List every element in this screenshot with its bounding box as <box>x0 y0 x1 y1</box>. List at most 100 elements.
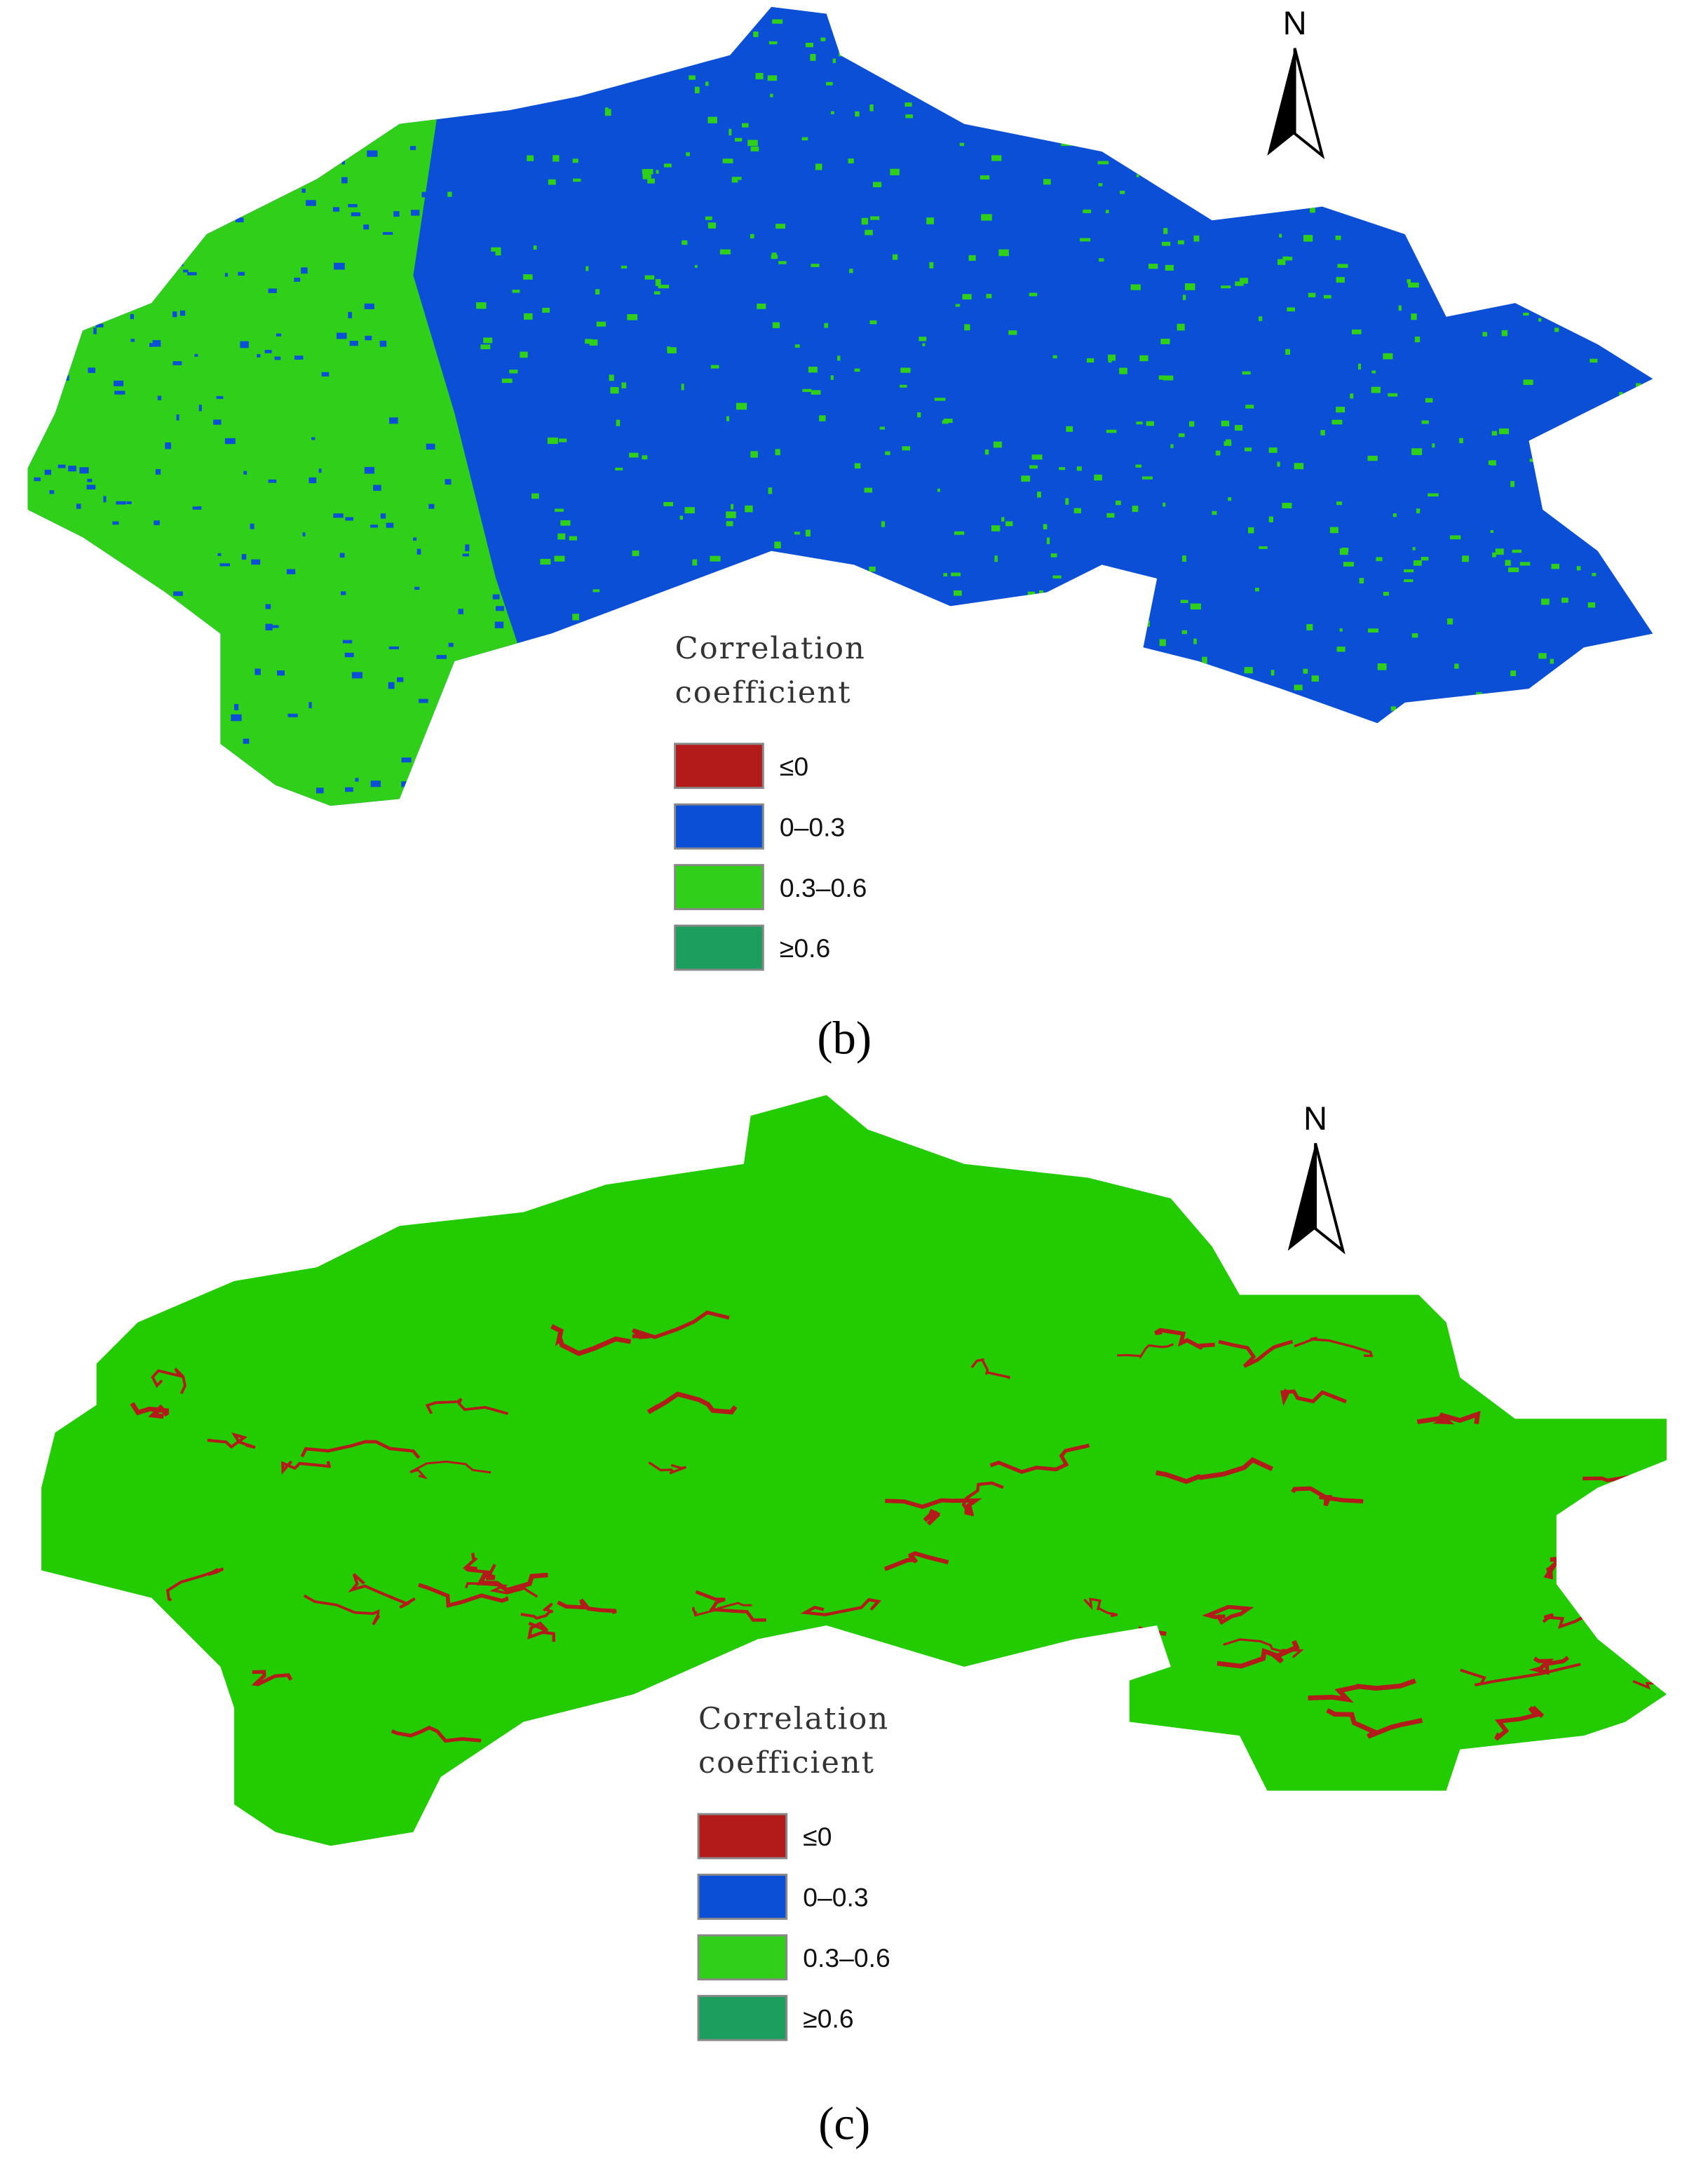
texture <box>694 86 700 94</box>
texture <box>540 559 551 565</box>
texture <box>926 99 936 104</box>
texture <box>1188 421 1195 427</box>
texture <box>892 254 898 260</box>
texture <box>1538 318 1542 322</box>
texture <box>1619 392 1623 398</box>
texture <box>38 640 48 646</box>
legend-label: 0–0.3 <box>803 1883 868 1912</box>
texture <box>38 595 49 600</box>
texture <box>959 142 965 147</box>
texture <box>1491 116 1496 122</box>
texture <box>251 559 261 565</box>
texture <box>1536 189 1540 196</box>
texture <box>1376 212 1380 217</box>
texture <box>372 26 377 31</box>
texture <box>1225 715 1229 719</box>
texture <box>867 705 878 712</box>
texture <box>1561 597 1568 603</box>
texture <box>1362 162 1374 167</box>
texture <box>274 356 281 360</box>
texture <box>216 395 224 399</box>
texture <box>1388 393 1398 397</box>
texture <box>719 249 731 255</box>
texture <box>426 443 435 450</box>
texture <box>241 554 247 560</box>
texture <box>855 111 860 117</box>
texture <box>130 313 134 320</box>
texture <box>1165 264 1174 271</box>
texture <box>1031 454 1043 460</box>
texture <box>1351 329 1362 334</box>
texture <box>57 464 66 468</box>
north-arrow: N <box>1267 4 1325 160</box>
texture <box>114 391 126 395</box>
texture <box>1497 725 1503 730</box>
texture <box>1329 761 1334 767</box>
texture <box>977 773 983 777</box>
texture <box>1277 461 1280 467</box>
texture <box>1034 759 1045 766</box>
texture <box>421 191 430 198</box>
texture <box>1303 235 1313 242</box>
texture <box>1619 773 1625 779</box>
texture <box>501 378 513 384</box>
texture <box>815 163 822 170</box>
texture <box>1378 119 1385 125</box>
texture <box>772 19 783 24</box>
texture <box>318 468 322 473</box>
texture <box>1592 572 1597 576</box>
texture <box>1163 502 1166 507</box>
legend: Correlation coefficient ≤0 0–0.3 0.3–0.6 ≥0.6 <box>697 1701 890 2041</box>
texture <box>1005 521 1013 527</box>
texture <box>905 767 914 773</box>
texture <box>560 520 571 526</box>
texture <box>294 277 301 282</box>
texture <box>675 729 682 734</box>
texture <box>1008 330 1017 335</box>
texture <box>211 39 217 46</box>
texture <box>956 796 961 803</box>
texture <box>1392 88 1402 93</box>
texture <box>92 49 96 55</box>
texture <box>1357 792 1362 799</box>
texture <box>1657 544 1665 550</box>
texture <box>1433 208 1444 212</box>
texture <box>1062 710 1073 715</box>
texture <box>1512 549 1522 553</box>
texture <box>1279 234 1282 238</box>
legend-title: coefficient <box>698 1745 875 1780</box>
texture <box>837 39 841 47</box>
texture <box>114 1657 170 1677</box>
texture <box>1029 292 1038 297</box>
texture <box>1670 351 1679 357</box>
texture <box>325 60 334 67</box>
texture <box>461 712 470 719</box>
texture <box>954 689 958 694</box>
texture <box>1495 548 1504 555</box>
texture <box>1223 1638 1304 1658</box>
texture <box>1144 703 1148 708</box>
texture <box>1341 548 1349 553</box>
texture <box>286 569 296 574</box>
texture <box>332 207 340 212</box>
texture <box>887 803 895 806</box>
texture <box>1404 579 1414 583</box>
texture <box>257 354 261 358</box>
texture <box>832 58 836 63</box>
texture <box>1202 165 1213 173</box>
texture <box>1510 225 1519 233</box>
texture <box>547 437 558 445</box>
texture <box>1591 664 1595 668</box>
texture <box>1625 245 1636 249</box>
texture <box>1066 426 1073 432</box>
texture <box>1216 731 1220 735</box>
texture <box>1354 739 1360 743</box>
texture <box>1277 259 1286 265</box>
texture <box>316 787 324 794</box>
texture <box>557 533 566 540</box>
texture <box>1188 751 1193 755</box>
texture <box>88 367 96 373</box>
texture <box>1285 349 1291 355</box>
texture <box>964 324 970 331</box>
texture <box>1221 420 1230 426</box>
